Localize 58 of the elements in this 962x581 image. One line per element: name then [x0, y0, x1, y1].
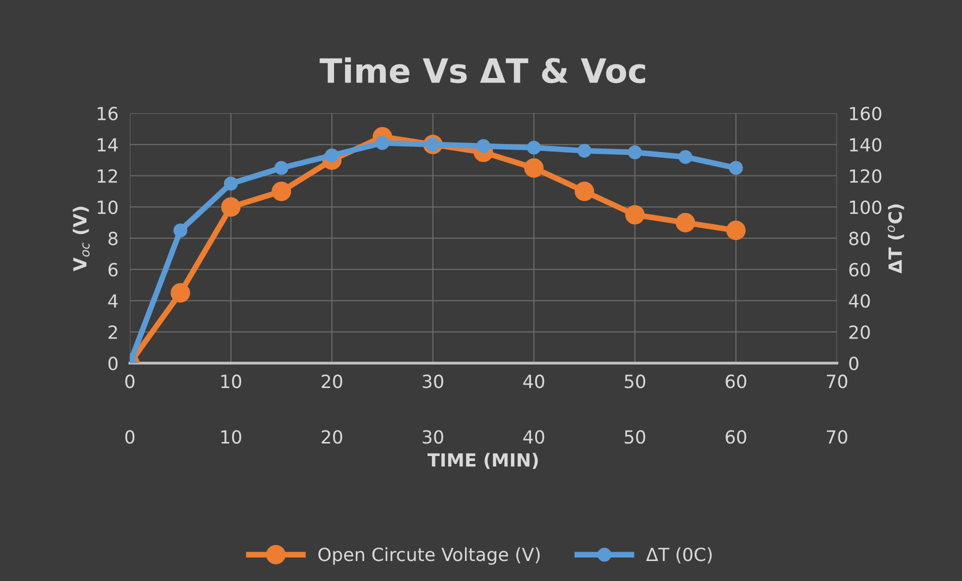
point — [678, 150, 692, 164]
x2-tick-label: 20 — [322, 430, 342, 444]
point — [676, 212, 696, 232]
point — [524, 158, 544, 178]
point — [476, 139, 490, 154]
x-tick-label: 70 — [826, 374, 848, 388]
point — [173, 223, 188, 238]
x-tick-label: 30 — [422, 374, 444, 388]
y2-tick-label: 60 — [849, 262, 870, 277]
point — [526, 140, 541, 155]
legend-label: Open Circute Voltage (V) — [318, 547, 540, 565]
point — [728, 161, 743, 175]
point — [574, 182, 594, 202]
y-tick-label: 2 — [108, 325, 117, 339]
x2-tick-label: 30 — [422, 430, 444, 444]
point — [170, 283, 190, 303]
x-tick-label: 0 — [125, 374, 134, 388]
y2-tick-label: 100 — [850, 200, 882, 214]
point — [577, 144, 592, 158]
y2-tick-label: 120 — [850, 169, 882, 183]
legend-label: ΔT (0C) — [646, 547, 712, 564]
y2-tick-label: 20 — [849, 325, 870, 340]
y-tick-label: 8 — [108, 232, 118, 246]
y-tick-label: 16 — [98, 106, 118, 120]
y2-tick-label: 160 — [850, 106, 882, 120]
chart-title: Time Vs ΔT & Voc — [320, 57, 646, 84]
y-tick-label: 14 — [98, 138, 118, 152]
x2-tick-label: 70 — [826, 430, 848, 444]
x2-tick-label: 10 — [221, 430, 242, 444]
y-tick-label: 6 — [108, 262, 118, 277]
x-axis-title: TIME (MIN) — [428, 452, 538, 469]
point — [274, 161, 288, 175]
x-tick-label: 20 — [322, 374, 342, 388]
y2-tick-label: 140 — [850, 138, 882, 152]
y2-tick-label: 0 — [849, 356, 858, 370]
y-tick-label: 4 — [108, 294, 118, 308]
point — [625, 205, 645, 225]
point — [272, 182, 292, 202]
point — [221, 197, 241, 217]
y-tick-label: 10 — [98, 200, 118, 214]
x-tick-label: 60 — [726, 374, 746, 388]
x2-tick-label: 0 — [125, 430, 134, 444]
y-tick-label: 12 — [98, 169, 117, 183]
x-tick-label: 40 — [523, 374, 544, 388]
x-tick-label: 50 — [624, 374, 646, 388]
x2-tick-label: 50 — [624, 430, 646, 444]
point — [726, 220, 746, 240]
y2-tick-label: 40 — [848, 294, 870, 308]
x-tick-label: 10 — [221, 374, 242, 388]
point — [224, 176, 238, 191]
y2-axis-title: ΔT ($^{o}$C) — [888, 204, 904, 274]
y-axis-title: V$_{oc}$ (V) — [72, 206, 90, 272]
x2-tick-label: 40 — [523, 430, 544, 444]
point — [375, 136, 390, 150]
y-tick-label: 0 — [108, 356, 118, 370]
y2-tick-label: 80 — [849, 232, 870, 246]
x2-tick-label: 60 — [726, 430, 746, 444]
point — [628, 145, 642, 160]
